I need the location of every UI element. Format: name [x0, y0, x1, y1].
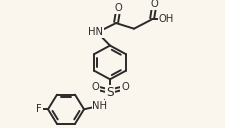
Text: S: S: [106, 86, 113, 99]
Text: O: O: [121, 82, 128, 92]
Text: F: F: [36, 104, 42, 114]
Text: O: O: [114, 3, 121, 13]
Text: O: O: [149, 0, 157, 9]
Text: HN: HN: [88, 27, 103, 37]
Text: NH: NH: [92, 100, 107, 110]
Text: O: O: [91, 82, 99, 92]
Text: OH: OH: [158, 14, 173, 24]
